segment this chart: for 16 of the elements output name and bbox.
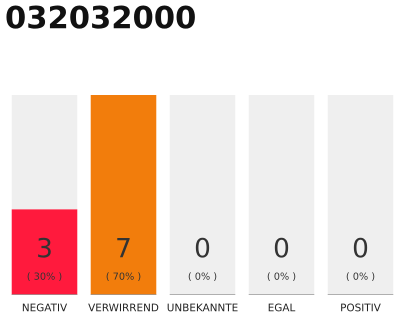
annotation: ( 0% )	[268, 272, 296, 281]
x-tick-label: UNBEKANNTE	[168, 304, 238, 312]
data-label: ( 30% )	[28, 272, 62, 281]
annotation: 0	[196, 238, 210, 258]
data-label: ( 70% )	[106, 272, 140, 281]
annotation: 3	[38, 238, 51, 258]
annotation: 0	[274, 238, 288, 258]
x-tick-label: NEGATIV	[22, 304, 68, 312]
x-tick-label: VERWIRREND	[88, 304, 158, 312]
annotation: ( 0% )	[346, 272, 374, 281]
x-tick-label: POSITIV	[341, 304, 381, 312]
annotation: ( 0% )	[188, 272, 216, 281]
chart-title: 032032000	[6, 6, 195, 29]
annotation: 0	[354, 238, 368, 258]
x-tick-label: EGAL	[268, 304, 296, 312]
annotation: 7	[117, 238, 130, 258]
